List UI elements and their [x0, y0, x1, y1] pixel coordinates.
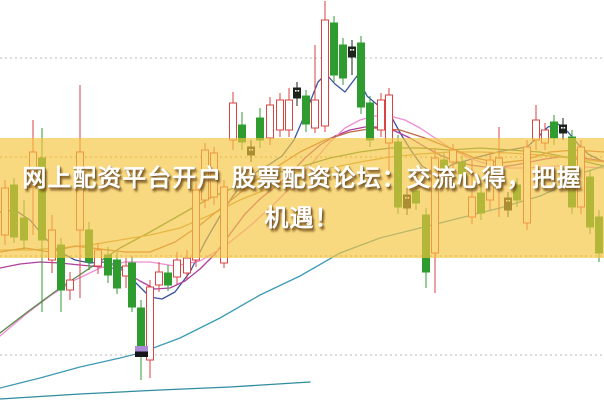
candle	[532, 119, 540, 141]
candle	[302, 95, 310, 125]
candle	[357, 42, 365, 108]
ma-line-dark-teal	[0, 381, 311, 400]
promo-banner[interactable]: 网上配资平台开户 股票配资论坛：交流心得，把握 机遇！	[0, 138, 604, 258]
candle	[559, 124, 567, 134]
candle	[321, 19, 329, 127]
candle	[366, 102, 374, 141]
chart-marker	[135, 351, 148, 357]
candle	[330, 22, 338, 76]
candle-hatch	[350, 49, 352, 51]
candle	[339, 44, 347, 79]
candle-hatch	[352, 49, 355, 51]
candle	[173, 259, 181, 278]
candle	[113, 259, 121, 289]
candle	[385, 94, 393, 144]
candle	[285, 99, 293, 131]
candle	[104, 254, 112, 276]
candle	[229, 102, 237, 141]
candle	[266, 104, 274, 139]
candle	[164, 272, 172, 286]
candle-hatch	[297, 90, 300, 92]
candle-hatch	[295, 90, 297, 92]
candle	[128, 262, 136, 308]
banner-text-line1: 网上配资平台开户 股票配资论坛：交流心得，把握	[22, 164, 582, 192]
candle	[146, 286, 154, 361]
banner-text-line2: 机遇！	[264, 204, 340, 232]
candle	[348, 46, 356, 58]
candle	[377, 99, 385, 131]
candle	[155, 271, 163, 286]
candle	[550, 121, 558, 139]
chart-marker	[135, 346, 148, 352]
candle-hatch	[563, 127, 566, 129]
candle-hatch	[561, 127, 563, 129]
candle	[276, 99, 284, 131]
candle	[311, 99, 319, 129]
candle	[293, 87, 301, 99]
candle	[183, 257, 191, 274]
candle	[66, 279, 74, 291]
candle	[256, 117, 264, 141]
